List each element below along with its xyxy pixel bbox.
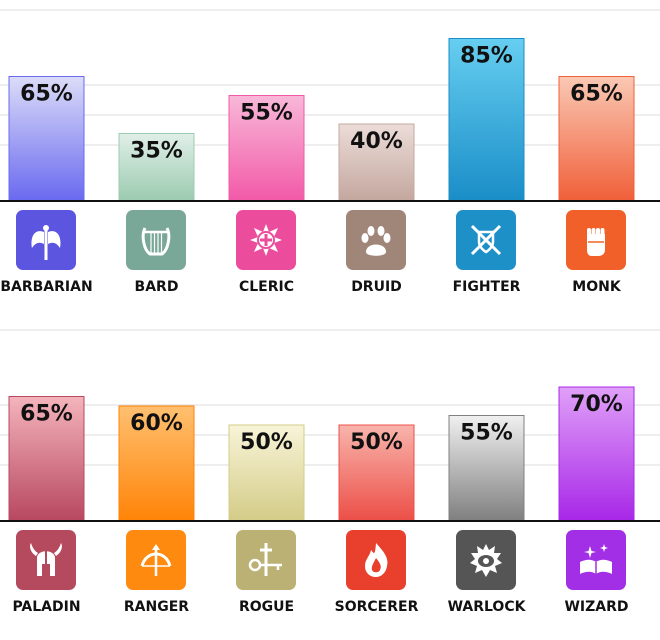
class-name-label: BARBARIAN [0,279,92,295]
flame-icon [346,530,406,590]
fist-icon [566,210,626,270]
bar-value-label: 55% [240,101,293,126]
double-axe-icon [16,210,76,270]
class-name-label: DRUID [351,279,402,295]
bar-value-label: 35% [130,139,183,164]
class-name-label: CLERIC [239,279,294,295]
bar-paladin [8,396,85,521]
bar-sorcerer [338,424,415,521]
bar-wizard [558,386,635,521]
winged-helmet-icon [16,530,76,590]
bar-fighter [448,38,525,201]
bar-rogue [228,424,305,521]
bar-barbarian [8,76,85,201]
class-name-label: PALADIN [12,599,80,615]
class-name-label: RANGER [124,599,189,615]
paw-icon [346,210,406,270]
bar-bard [118,133,195,201]
bar-value-label: 50% [240,430,293,455]
bar-value-label: 85% [460,44,513,69]
bar-cleric [228,95,305,201]
holy-symbol-icon [236,210,296,270]
eye-sun-icon [456,530,516,590]
bar-value-label: 40% [350,129,403,154]
bar-value-label: 70% [570,392,623,417]
bow-arrow-icon [126,530,186,590]
class-name-label: SORCERER [335,599,419,615]
class-name-label: WIZARD [564,599,628,615]
bar-value-label: 65% [570,82,623,107]
bar-warlock [448,415,525,521]
lyre-icon [126,210,186,270]
crossed-swords-shield-icon [456,210,516,270]
class-name-label: ROGUE [239,599,294,615]
chart-panel-1: 65% BARBARIAN 35% BARD 55% CLERIC 40% DRUID 85% F… [0,9,660,295]
bar-ranger [118,405,195,521]
bar-value-label: 65% [20,402,73,427]
class-name-label: FIGHTER [453,279,521,295]
bar-druid [338,123,415,201]
class-name-label: WARLOCK [448,599,527,615]
bar-value-label: 65% [20,82,73,107]
bar-monk [558,76,635,201]
chart-panel-2: 65% PALADIN 60% RANGER 50% ROGUE 50% SORCERER 55… [0,329,660,615]
bar-value-label: 60% [130,411,183,436]
spellbook-icon [566,530,626,590]
dagger-key-icon [236,530,296,590]
class-name-label: BARD [135,279,179,295]
class-name-label: MONK [572,279,622,295]
bar-value-label: 50% [350,430,403,455]
bar-value-label: 55% [460,421,513,446]
